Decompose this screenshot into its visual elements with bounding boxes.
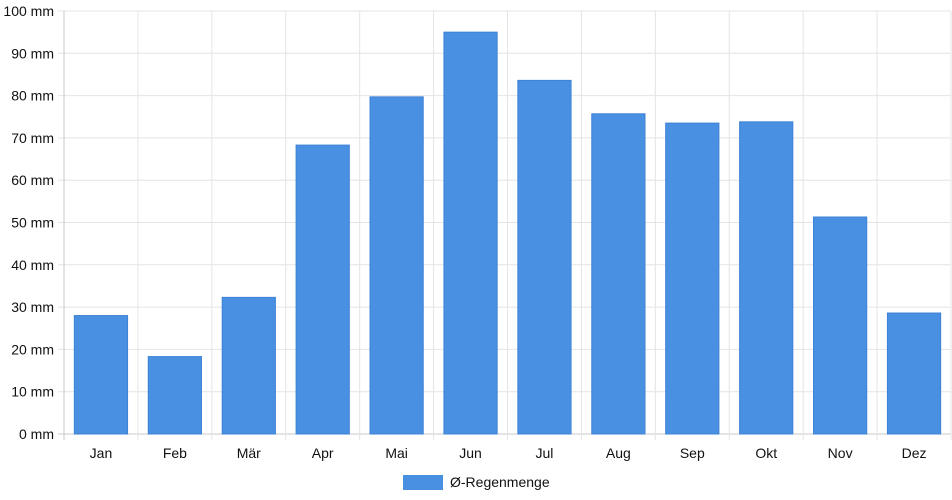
legend-swatch <box>403 475 443 490</box>
x-tick-label: Dez <box>902 445 927 461</box>
y-tick-label: 0 mm <box>19 426 54 442</box>
x-tick-label: Feb <box>163 445 187 461</box>
grid-lines <box>58 10 952 440</box>
x-tick-label: Jul <box>536 445 554 461</box>
y-tick-label: 50 mm <box>11 215 54 231</box>
x-tick-label: Jun <box>459 445 482 461</box>
x-tick-label: Mai <box>385 445 408 461</box>
bars <box>73 31 942 435</box>
bar-feb[interactable] <box>147 356 202 435</box>
x-tick-label: Aug <box>606 445 631 461</box>
x-tick-label: Okt <box>755 445 777 461</box>
y-tick-label: 20 mm <box>11 341 54 357</box>
bar-sep[interactable] <box>665 122 720 435</box>
y-tick-label: 80 mm <box>11 88 54 104</box>
bar-mai[interactable] <box>369 96 424 435</box>
y-tick-label: 70 mm <box>11 130 54 146</box>
x-axis-tick-labels: Jan Feb Mär Apr Mai Jun Jul Aug Sep Okt Nov Dez <box>90 445 927 461</box>
bar-aug[interactable] <box>591 113 646 435</box>
y-tick-label: 60 mm <box>11 172 54 188</box>
y-tick-label: 90 mm <box>11 45 54 61</box>
legend[interactable]: Ø-Regenmenge <box>403 474 550 490</box>
bar-apr[interactable] <box>295 144 350 435</box>
x-tick-label: Sep <box>680 445 705 461</box>
y-tick-label: 40 mm <box>11 257 54 273</box>
bar-mär[interactable] <box>221 296 276 435</box>
bar-jan[interactable] <box>73 315 129 435</box>
bar-nov[interactable] <box>813 216 868 435</box>
x-tick-label: Mär <box>237 445 261 461</box>
y-axis-tick-labels: 0 mm 10 mm 20 mm 30 mm 40 mm 50 mm 60 mm 70 mm 8… <box>3 3 54 442</box>
x-tick-label: Apr <box>312 445 334 461</box>
legend-label: Ø-Regenmenge <box>450 474 550 490</box>
y-tick-label: 10 mm <box>11 384 54 400</box>
y-tick-label: 100 mm <box>3 3 54 19</box>
bar-jul[interactable] <box>517 79 572 435</box>
x-tick-label: Jan <box>90 445 113 461</box>
x-tick-label: Nov <box>828 445 853 461</box>
y-tick-label: 30 mm <box>11 299 54 315</box>
bar-jun[interactable] <box>443 31 498 435</box>
bar-dez[interactable] <box>886 312 942 435</box>
bar-okt[interactable] <box>739 121 794 435</box>
